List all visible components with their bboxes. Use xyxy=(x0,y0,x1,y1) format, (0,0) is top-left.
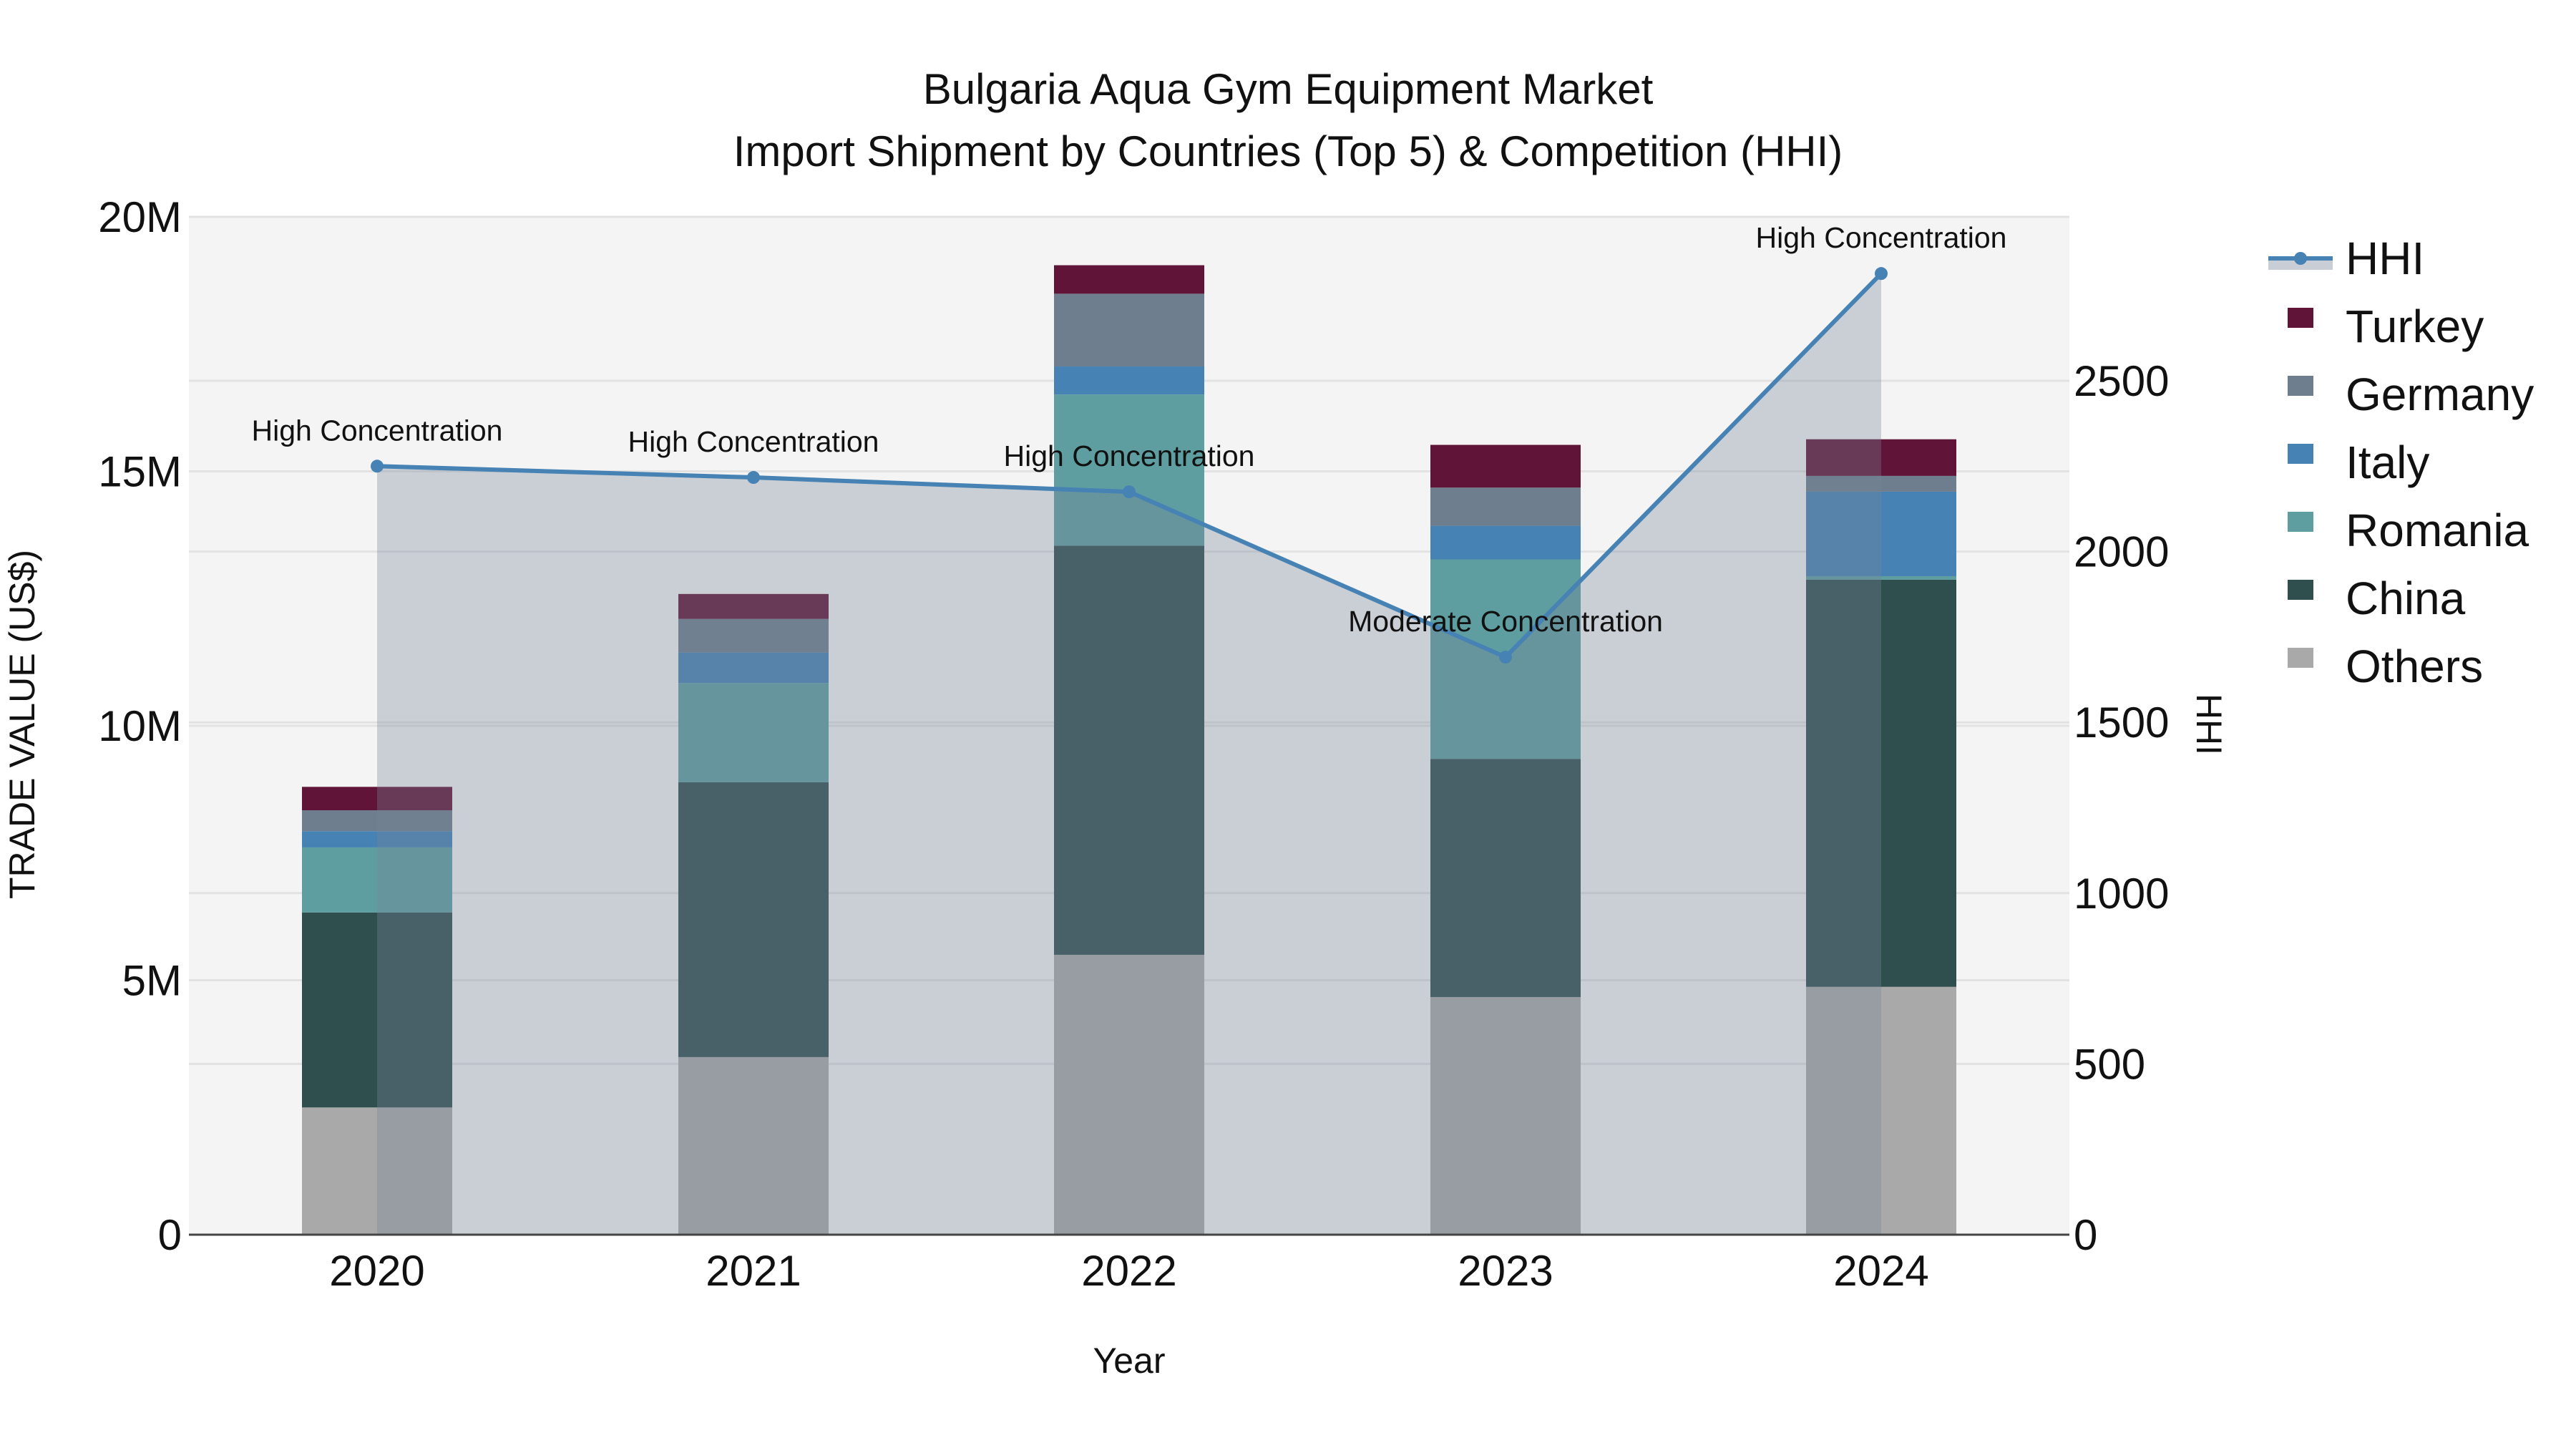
bar-segment-italy[interactable] xyxy=(1054,366,1204,395)
bar-segment-turkey[interactable] xyxy=(678,593,829,619)
y-right-tick-label: 2000 xyxy=(2074,528,2169,576)
x-axis-ticks: 2020 2021 2022 2023 2024 xyxy=(329,1247,1928,1295)
legend-item-romania[interactable]: Romania xyxy=(2288,505,2529,556)
bar-segment-china[interactable] xyxy=(1054,545,1204,955)
legend-label-germany: Germany xyxy=(2346,369,2534,420)
y-left-axis-title: TRADE VALUE (US$) xyxy=(2,550,42,899)
bar-segment-china[interactable] xyxy=(1806,579,1956,987)
hhi-line xyxy=(371,267,1888,664)
legend-swatch-china xyxy=(2288,580,2313,600)
legend-hhi-marker-icon xyxy=(2294,252,2307,265)
hhi-annotation-2024: High Concentration xyxy=(1756,221,2007,254)
hhi-annotation-2021: High Concentration xyxy=(628,425,879,458)
bar-segment-turkey[interactable] xyxy=(1806,439,1956,476)
y-left-tick-label: 20M xyxy=(98,193,182,241)
legend: HHI Turkey Germany Italy Romania China Others xyxy=(2268,233,2534,692)
y-right-tick-label: 1500 xyxy=(2074,699,2169,747)
bar-segment-italy[interactable] xyxy=(678,652,829,684)
bar-segment-others[interactable] xyxy=(1430,996,1581,1235)
bar-stack-2020[interactable] xyxy=(302,787,452,1235)
bar-segment-others[interactable] xyxy=(1054,954,1204,1235)
legend-swatch-romania xyxy=(2288,512,2313,532)
bar-stack-2021[interactable] xyxy=(678,593,829,1235)
hhi-marker-2024[interactable] xyxy=(1875,267,1888,281)
bar-segment-china[interactable] xyxy=(1430,759,1581,997)
legend-label-others: Others xyxy=(2346,641,2483,692)
bar-segment-germany[interactable] xyxy=(678,618,829,653)
hhi-marker-2020[interactable] xyxy=(371,460,384,473)
bar-segment-others[interactable] xyxy=(1806,986,1956,1235)
legend-label-romania: Romania xyxy=(2346,505,2529,556)
legend-swatch-turkey xyxy=(2288,308,2313,328)
bar-segment-turkey[interactable] xyxy=(1054,265,1204,294)
x-tick-label-2022: 2022 xyxy=(1081,1247,1176,1295)
bar-segment-china[interactable] xyxy=(678,782,829,1057)
y-right-tick-label: 0 xyxy=(2074,1211,2097,1259)
bar-segment-germany[interactable] xyxy=(1806,475,1956,492)
bar-segment-germany[interactable] xyxy=(1054,293,1204,367)
y-right-axis-ticks: 0 500 1000 1500 2000 2500 xyxy=(2074,357,2169,1259)
bar-segment-italy[interactable] xyxy=(1806,491,1956,576)
legend-label-hhi: HHI xyxy=(2346,233,2424,284)
legend-item-italy[interactable]: Italy xyxy=(2288,437,2429,488)
legend-item-china[interactable]: China xyxy=(2288,573,2466,624)
legend-label-china: China xyxy=(2346,573,2466,624)
bar-segment-romania[interactable] xyxy=(1054,394,1204,546)
hhi-area xyxy=(377,273,1881,1235)
y-left-tick-label: 15M xyxy=(98,448,182,496)
hhi-marker-2022[interactable] xyxy=(1123,485,1136,499)
bar-segment-romania[interactable] xyxy=(678,683,829,782)
hhi-annotations: High Concentration High Concentration High… xyxy=(252,221,2007,638)
y-left-tick-label: 0 xyxy=(158,1211,182,1259)
x-tick-label-2024: 2024 xyxy=(1833,1247,1928,1295)
hhi-annotation-2022: High Concentration xyxy=(1004,439,1255,472)
bar-segment-romania[interactable] xyxy=(1806,575,1956,580)
stacked-bars xyxy=(302,265,1956,1235)
bar-segment-others[interactable] xyxy=(678,1056,829,1235)
bar-segment-turkey[interactable] xyxy=(1430,444,1581,488)
legend-swatch-others xyxy=(2288,648,2313,668)
legend-swatch-germany xyxy=(2288,376,2313,396)
chart-title-line1: Bulgaria Aqua Gym Equipment Market xyxy=(923,65,1654,113)
x-tick-label-2021: 2021 xyxy=(706,1247,801,1295)
bar-stack-2024[interactable] xyxy=(1806,439,1956,1235)
y-left-axis-ticks: 0 5M 10M 15M 20M xyxy=(98,193,182,1259)
hhi-annotation-2023: Moderate Concentration xyxy=(1348,605,1663,638)
legend-item-others[interactable]: Others xyxy=(2288,641,2483,692)
bar-segment-germany[interactable] xyxy=(302,810,452,832)
chart-title-line2: Import Shipment by Countries (Top 5) & C… xyxy=(733,127,1843,175)
y-left-tick-label: 10M xyxy=(98,702,182,750)
hhi-annotation-2020: High Concentration xyxy=(252,414,503,447)
y-left-tick-label: 5M xyxy=(122,957,182,1005)
legend-label-turkey: Turkey xyxy=(2346,301,2484,352)
x-tick-label-2020: 2020 xyxy=(329,1247,424,1295)
y-right-axis-title: HHI xyxy=(2189,694,2229,755)
legend-swatch-italy xyxy=(2288,444,2313,464)
bar-segment-others[interactable] xyxy=(302,1107,452,1235)
bar-segment-china[interactable] xyxy=(302,912,452,1108)
y-right-tick-label: 2500 xyxy=(2074,357,2169,405)
bar-segment-italy[interactable] xyxy=(1430,525,1581,560)
legend-item-turkey[interactable]: Turkey xyxy=(2288,301,2484,352)
y-right-tick-label: 500 xyxy=(2074,1040,2145,1088)
hhi-area-fill xyxy=(377,273,1881,1235)
y-right-tick-label: 1000 xyxy=(2074,870,2169,918)
legend-label-italy: Italy xyxy=(2346,437,2429,488)
bar-stack-2022[interactable] xyxy=(1054,265,1204,1235)
bar-segment-italy[interactable] xyxy=(302,831,452,847)
x-axis-title: Year xyxy=(1093,1341,1165,1381)
hhi-marker-2023[interactable] xyxy=(1499,651,1512,664)
hhi-marker-2021[interactable] xyxy=(747,471,760,485)
legend-item-germany[interactable]: Germany xyxy=(2288,369,2534,420)
bar-segment-turkey[interactable] xyxy=(302,787,452,811)
bar-segment-romania[interactable] xyxy=(302,847,452,913)
x-tick-label-2023: 2023 xyxy=(1458,1247,1553,1295)
bar-segment-germany[interactable] xyxy=(1430,487,1581,526)
legend-item-hhi[interactable]: HHI xyxy=(2268,233,2424,284)
